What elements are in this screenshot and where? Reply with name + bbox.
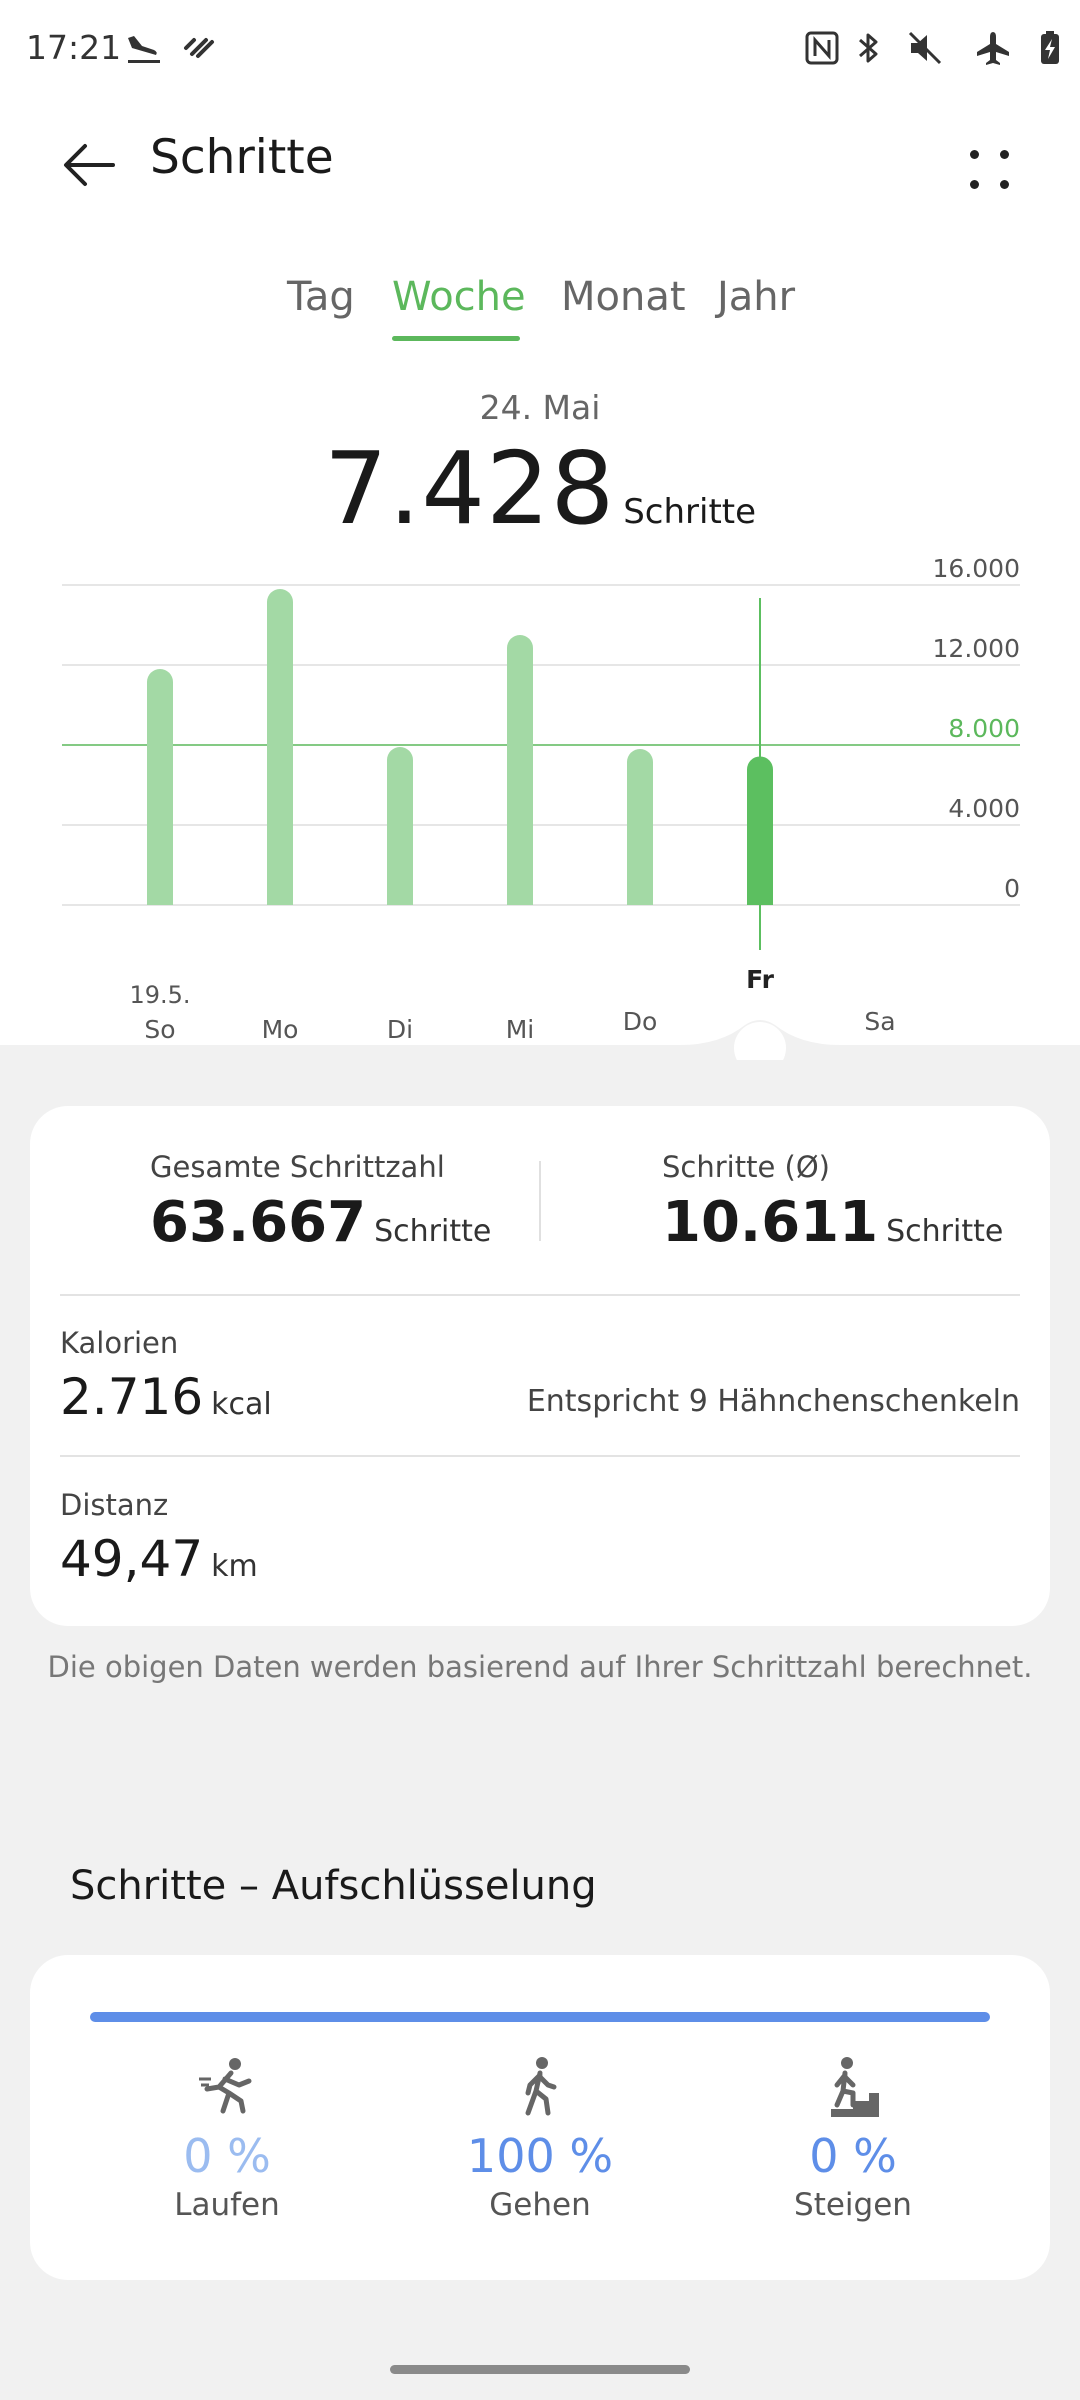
walking-label: Gehen: [489, 2187, 591, 2223]
double-check-icon: [184, 38, 214, 58]
mute-icon: [908, 31, 942, 65]
x-start-date-label: 19.5.: [129, 981, 190, 1009]
x-tick-label: Di: [387, 1015, 413, 1044]
distance-label: Distanz: [60, 1488, 169, 1522]
distance-unit: km: [211, 1549, 258, 1584]
divider: [60, 1294, 1020, 1296]
climbing-percent: 0 %: [809, 2129, 897, 2183]
battery-charging-icon: [1041, 31, 1059, 64]
y-tick-label: 4.000: [948, 794, 1020, 823]
bar-mo[interactable]: [267, 589, 293, 905]
bar-so[interactable]: [147, 669, 173, 905]
x-tick-label: Fr: [746, 965, 774, 994]
x-tick-label: So: [144, 1015, 175, 1044]
y-tick-label: 8.000: [948, 714, 1020, 743]
data-note: Die obigen Daten werden basierend auf Ih…: [47, 1650, 1033, 1684]
breakdown-climbing: 0 % Steigen: [733, 2055, 973, 2223]
y-tick-label: 0: [1004, 874, 1020, 903]
breakdown-card: 0 % Laufen 100 % Gehen 0 % Steigen: [30, 1955, 1050, 2280]
running-icon: [199, 2058, 252, 2114]
calories-label: Kalorien: [60, 1326, 179, 1360]
weekly-steps-chart[interactable]: 16.000 12.000 8.000 4.000 0 19.5. So Mo Di Mi Do Fr…: [0, 540, 1080, 1060]
divider: [60, 1455, 1020, 1457]
y-tick-label: 16.000: [933, 554, 1020, 583]
selected-date: 24. Mai: [479, 388, 601, 427]
tab-day[interactable]: Tag: [287, 274, 355, 320]
total-steps-unit: Schritte: [374, 1214, 492, 1249]
distance: 49,47 km: [60, 1530, 258, 1588]
breakdown-bar: [90, 2012, 990, 2022]
walking-percent: 100 %: [466, 2129, 614, 2183]
more-options-icon[interactable]: [962, 138, 1018, 194]
bar-di[interactable]: [387, 747, 413, 905]
calories-value: 2.716: [60, 1368, 204, 1426]
status-time: 17:21: [26, 28, 122, 67]
breakdown-title: Schritte – Aufschlüsselung: [70, 1863, 597, 1909]
x-tick-label: Mo: [262, 1015, 299, 1044]
selected-steps: 7.428 Schritte: [0, 430, 1080, 547]
bar-base: [507, 892, 533, 905]
bar-base: [387, 892, 413, 905]
bar-base: [627, 892, 653, 905]
airplane-landing-icon: [128, 36, 160, 63]
running-label: Laufen: [174, 2187, 280, 2223]
walking-icon: [525, 2057, 557, 2116]
x-tick-label: Do: [623, 1007, 658, 1036]
avg-steps-label: Schritte (Ø): [662, 1150, 830, 1184]
calories: 2.716 kcal: [60, 1368, 272, 1426]
status-bar: 17:21: [0, 0, 1080, 100]
climbing-stairs-icon: [831, 2057, 879, 2117]
chart-notch: [0, 1020, 1080, 1060]
airplane-mode-icon: [977, 32, 1009, 65]
climbing-label: Steigen: [794, 2187, 912, 2223]
avg-steps: 10.611 Schritte: [662, 1190, 1003, 1255]
period-tabs: Tag Woche Monat Jahr: [0, 270, 1080, 350]
calories-equivalent: Entspricht 9 Hähnchenschenkeln: [526, 1384, 1020, 1419]
y-tick-label: 12.000: [933, 634, 1020, 663]
running-percent: 0 %: [183, 2129, 271, 2183]
nfc-icon: [805, 31, 839, 65]
x-tick-label: Sa: [864, 1007, 895, 1036]
page-title: Schritte: [150, 130, 334, 185]
tab-week[interactable]: Woche: [392, 274, 526, 320]
total-steps: 63.667 Schritte: [150, 1190, 491, 1255]
home-indicator[interactable]: [390, 2365, 690, 2374]
total-steps-value: 63.667: [150, 1190, 367, 1255]
bar-fr[interactable]: [747, 756, 773, 905]
app-bar: Schritte: [0, 110, 1080, 220]
selected-steps-value: 7.428: [323, 430, 616, 547]
bar-base: [147, 892, 173, 905]
bar-do[interactable]: [627, 749, 653, 905]
active-tab-indicator: [392, 336, 520, 341]
bar-base: [267, 892, 293, 905]
tab-year[interactable]: Jahr: [717, 274, 796, 320]
avg-steps-value: 10.611: [662, 1190, 879, 1255]
top-panel: [0, 0, 1080, 1045]
bluetooth-icon: [859, 33, 878, 63]
distance-value: 49,47: [60, 1530, 204, 1588]
bar-base: [747, 892, 773, 905]
x-tick-label: Mi: [506, 1015, 535, 1044]
stats-card: Gesamte Schrittzahl 63.667 Schritte Schri…: [30, 1106, 1050, 1626]
total-steps-label: Gesamte Schrittzahl: [150, 1150, 445, 1184]
calories-unit: kcal: [211, 1387, 272, 1422]
tab-month[interactable]: Monat: [561, 274, 686, 320]
stats-divider: [539, 1161, 541, 1241]
breakdown-running: 0 % Laufen: [107, 2055, 347, 2223]
breakdown-walking: 100 % Gehen: [420, 2055, 660, 2223]
avg-steps-unit: Schritte: [886, 1214, 1004, 1249]
selected-steps-unit: Schritte: [623, 492, 757, 532]
bar-mi[interactable]: [507, 635, 533, 905]
back-arrow-icon[interactable]: [55, 130, 125, 200]
selection-handle[interactable]: [734, 1022, 786, 1060]
